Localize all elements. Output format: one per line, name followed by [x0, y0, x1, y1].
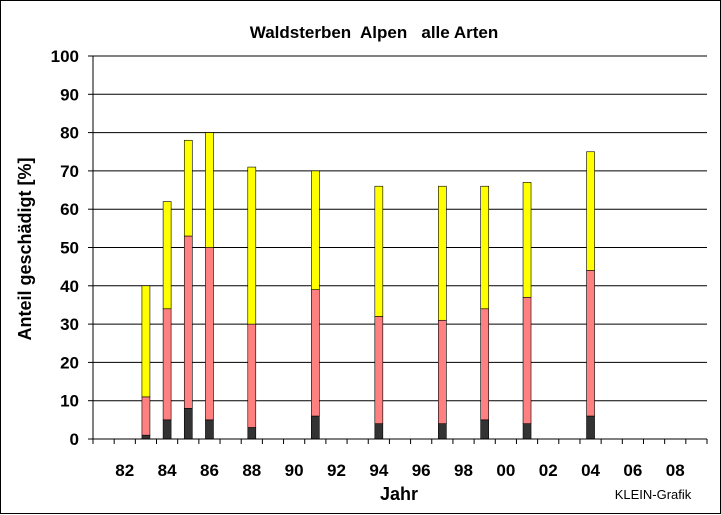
bar-segment [438, 319, 447, 424]
bar-segment [311, 415, 320, 440]
x-tick-label: 88 [242, 461, 261, 480]
bars [141, 132, 595, 440]
bar-segment [205, 132, 214, 248]
x-tick-label: 90 [285, 461, 304, 480]
bar-segment [205, 419, 214, 440]
x-tick-label: 96 [412, 461, 431, 480]
y-tick-label: 100 [51, 47, 79, 66]
y-tick-label: 10 [60, 392, 79, 411]
x-tick-label: 06 [623, 461, 642, 480]
bar-segment [374, 316, 384, 424]
bar-segment [205, 247, 214, 421]
bar-segment [586, 151, 595, 271]
y-tick-label: 80 [60, 124, 79, 143]
bar-segment [311, 170, 320, 290]
bar-segment [141, 396, 151, 436]
bar-segment [141, 285, 151, 398]
y-tick-labels: 0 10 20 30 40 50 60 70 80 90 100 [51, 47, 79, 449]
x-tick-label: 82 [115, 461, 134, 480]
bar-segment [480, 185, 489, 310]
bar-segment [586, 270, 595, 417]
bar-segment [586, 415, 595, 440]
y-axis-label: Anteil geschädigt [%] [15, 157, 35, 340]
bar-segment [162, 308, 172, 421]
x-tick-label: 00 [496, 461, 515, 480]
bar-segment [522, 423, 532, 440]
x-tick-labels: 82 84 86 88 90 92 94 96 98 00 02 04 06 08 [115, 461, 684, 480]
bar-segment [480, 419, 489, 440]
bar-segment [438, 185, 447, 321]
bar-segment [141, 434, 151, 440]
bar-segment [247, 323, 257, 428]
bar-segment [311, 289, 320, 417]
bar-segment [522, 296, 532, 424]
y-tick-label: 40 [60, 277, 79, 296]
x-axis-label: Jahr [380, 484, 418, 504]
axes [88, 55, 708, 444]
y-tick-label: 50 [60, 239, 79, 258]
x-tick-label: 98 [454, 461, 473, 480]
bar-segment [438, 423, 447, 440]
bar-segment [162, 419, 172, 440]
bar-segment [183, 235, 193, 409]
x-tick-label: 02 [539, 461, 558, 480]
x-tick-label: 84 [158, 461, 177, 480]
bar-segment [522, 182, 532, 298]
x-tick-label: 08 [666, 461, 685, 480]
bar-segment [162, 201, 172, 310]
bar-segment [247, 427, 257, 440]
chart-title: Waldsterben Alpen alle Arten [250, 23, 498, 42]
bar-segment [374, 185, 384, 317]
gridlines [93, 55, 707, 402]
bar-segment [374, 423, 384, 440]
y-tick-label: 90 [60, 85, 79, 104]
bar-segment [247, 166, 257, 325]
credit-text: KLEIN-Grafik [615, 487, 692, 502]
bar-segment [183, 139, 193, 237]
y-tick-label: 60 [60, 200, 79, 219]
y-tick-label: 30 [60, 315, 79, 334]
x-tick-label: 86 [200, 461, 219, 480]
x-tick-label: 94 [369, 461, 388, 480]
y-tick-label: 20 [60, 353, 79, 372]
y-tick-label: 70 [60, 162, 79, 181]
bar-segment [183, 408, 193, 440]
y-tick-label: 0 [70, 430, 79, 449]
x-tick-label: 92 [327, 461, 346, 480]
x-tick-label: 04 [581, 461, 600, 480]
bar-segment [480, 308, 489, 421]
